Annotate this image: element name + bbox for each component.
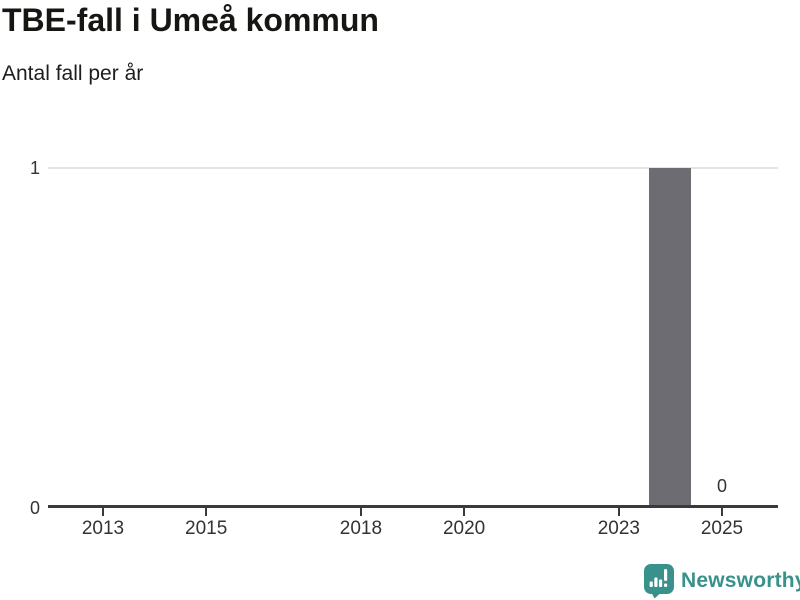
chart-subtitle: Antal fall per år bbox=[2, 62, 144, 85]
x-axis-label-2013: 2013 bbox=[81, 518, 125, 539]
newsworthy-bar-chart-bubble-icon bbox=[644, 564, 674, 599]
chart-title: TBE-fall i Umeå kommun bbox=[2, 2, 379, 38]
bar-2024[interactable] bbox=[649, 168, 692, 508]
x-tick-2018 bbox=[359, 508, 362, 516]
x-axis-label-2018: 2018 bbox=[339, 518, 383, 539]
y-axis-label-1: 1 bbox=[29, 158, 40, 178]
x-tick-2023 bbox=[617, 508, 620, 516]
x-axis-label-2023: 2023 bbox=[597, 518, 640, 539]
x-axis-line bbox=[48, 505, 778, 508]
x-axis-label-2020: 2020 bbox=[442, 518, 486, 539]
value-label-2025: 0 bbox=[716, 476, 727, 496]
newsworthy-logo[interactable]: Newsworthy bbox=[644, 564, 800, 599]
y-axis-label-0: 0 bbox=[29, 498, 40, 518]
x-tick-2015 bbox=[205, 508, 208, 516]
x-tick-2025 bbox=[720, 508, 723, 516]
gridline-y-1 bbox=[48, 167, 778, 169]
x-axis-label-2015: 2015 bbox=[185, 518, 228, 539]
x-axis-label-2025: 2025 bbox=[700, 518, 744, 539]
x-tick-2013 bbox=[102, 508, 104, 516]
x-tick-2020 bbox=[463, 508, 466, 516]
newsworthy-logo-text: Newsworthy bbox=[681, 569, 800, 592]
